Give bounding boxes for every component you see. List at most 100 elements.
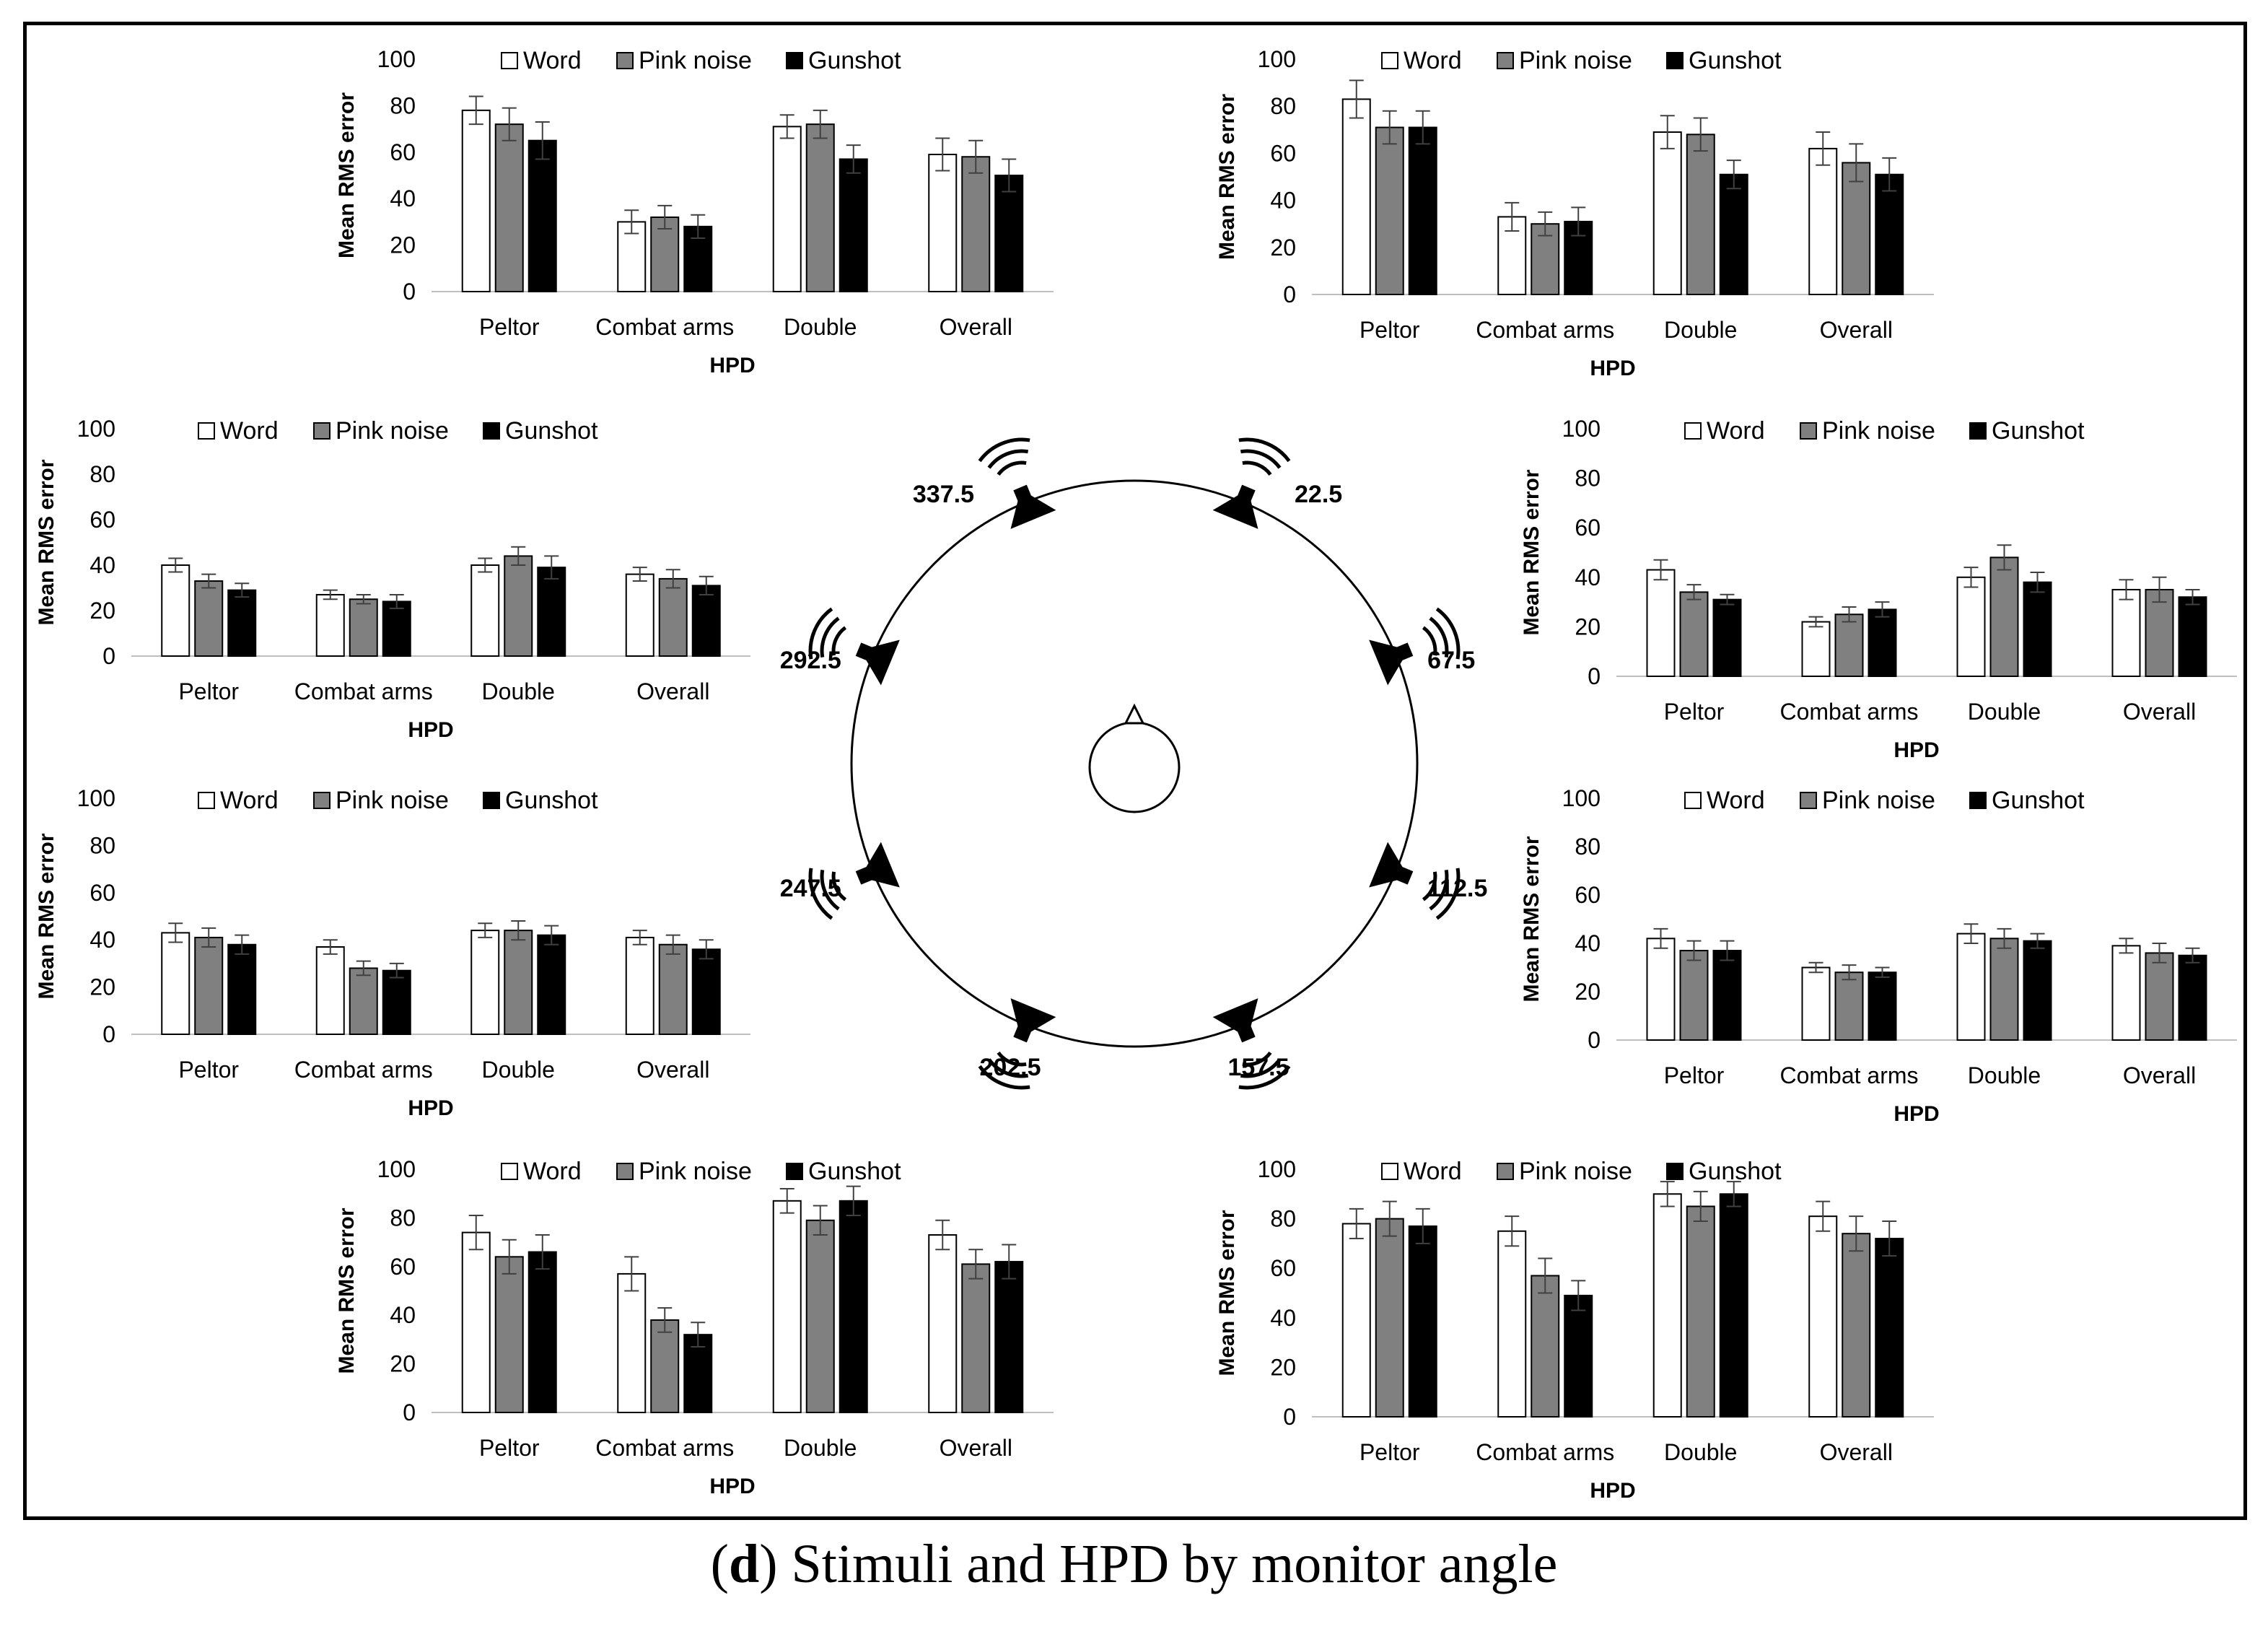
- bar-gunshot: [1408, 1225, 1437, 1418]
- bar-gunshot: [691, 585, 721, 657]
- y-tick-label: 20: [1575, 979, 1601, 1005]
- y-tick-label: 60: [1575, 515, 1601, 541]
- y-axis-title: Mean RMS error: [35, 459, 58, 625]
- bar-gunshot: [1564, 1294, 1593, 1418]
- bar-gunshot: [2178, 596, 2207, 677]
- speaker-icon: [808, 607, 900, 686]
- error-bar: [1382, 110, 1397, 145]
- bar-pink-noise: [1679, 950, 1709, 1041]
- y-tick-label: 40: [1270, 188, 1296, 214]
- legend-swatch: [1666, 52, 1684, 69]
- y-tick-label: 20: [89, 974, 115, 1000]
- error-bar: [1693, 117, 1708, 152]
- error-bar: [1686, 584, 1702, 600]
- x-axis-title: HPD: [1590, 357, 1635, 380]
- y-axis-title: Mean RMS error: [1520, 836, 1544, 1002]
- bar-gunshot: [683, 1334, 713, 1414]
- angle-label: 337.5: [913, 481, 974, 508]
- legend-swatch: [483, 792, 500, 809]
- y-tick-label: 60: [390, 1254, 416, 1280]
- bar-pink-noise: [805, 1219, 835, 1414]
- angle-label: 157.5: [1227, 1054, 1289, 1081]
- bar-pink-noise: [961, 1263, 991, 1414]
- error-bar: [356, 593, 371, 605]
- error-bar: [1997, 927, 2012, 949]
- x-tick-label: Overall: [1820, 1439, 1893, 1465]
- bar-pink-noise: [1989, 938, 2019, 1041]
- legend-swatch: [1684, 422, 1702, 440]
- error-bar: [1882, 1220, 1897, 1257]
- angle-label: 202.5: [979, 1054, 1041, 1081]
- speaker-icon: [1369, 607, 1461, 686]
- bar-word: [161, 932, 191, 1036]
- error-bar: [1571, 206, 1586, 237]
- legend-swatch: [313, 422, 330, 440]
- chart-337-5: 0 20 40 60 80 100 Mean RMS error Peltor Combat a…: [335, 46, 1054, 377]
- y-tick-label: 60: [89, 507, 115, 533]
- y-tick-label: 100: [1562, 416, 1601, 442]
- chart-22-5: 0 20 40 60 80 100 Mean RMS error Peltor Combat a…: [1215, 46, 1934, 380]
- bar-word: [1801, 966, 1831, 1041]
- error-bar: [1538, 1257, 1553, 1294]
- bar-word: [461, 109, 491, 292]
- x-tick-label: Peltor: [1664, 1062, 1725, 1088]
- error-bar: [1505, 201, 1520, 232]
- x-tick-label: Peltor: [479, 1435, 540, 1461]
- y-tick-label: 40: [390, 185, 416, 211]
- bar-word: [1652, 131, 1682, 295]
- error-bar: [201, 927, 216, 948]
- legend-label: Word: [1404, 47, 1462, 74]
- y-tick-label: 100: [377, 46, 416, 72]
- bar-word: [1808, 1215, 1838, 1418]
- legend-label: Gunshot: [1689, 1158, 1782, 1185]
- error-bar: [1571, 1280, 1586, 1311]
- error-bar: [1997, 544, 2012, 571]
- x-tick-label: Combat arms: [294, 678, 433, 704]
- error-bar: [1808, 616, 1823, 628]
- error-bar: [1660, 1181, 1675, 1207]
- bar-gunshot: [1712, 598, 1742, 677]
- x-tick-label: Combat arms: [1779, 1062, 1918, 1088]
- y-tick-label: 0: [1588, 1027, 1601, 1053]
- x-tick-label: Peltor: [1664, 699, 1725, 725]
- y-tick-label: 100: [1562, 785, 1601, 811]
- chart-112-5: 0 20 40 60 80 100 Mean RMS error Peltor Combat a…: [1520, 785, 2237, 1126]
- legend-swatch: [616, 1163, 634, 1180]
- legend-label: Gunshot: [1689, 47, 1782, 74]
- legend-label: Word: [1404, 1158, 1462, 1185]
- legend-label: Pink noise: [639, 1158, 752, 1185]
- bar-gunshot: [537, 934, 566, 1036]
- bar-gunshot: [1875, 173, 1904, 295]
- legend-swatch: [1666, 1163, 1684, 1180]
- legend: Word Pink noise Gunshot: [501, 47, 901, 74]
- error-bar: [624, 209, 639, 235]
- y-tick-label: 80: [1575, 834, 1601, 860]
- speaker-ring: [850, 479, 1419, 1048]
- legend-swatch: [1381, 1163, 1398, 1180]
- x-tick-label: Overall: [940, 1435, 1012, 1461]
- monitor-angle-diagram: 337.5 22.5 67.5 112.5 157.5 202.5 247.5 292.5: [780, 437, 1487, 1090]
- x-tick-label: Combat arms: [1779, 699, 1918, 725]
- y-tick-label: 100: [77, 785, 115, 811]
- x-tick-label: Combat arms: [595, 314, 734, 340]
- bar-gunshot: [382, 600, 411, 658]
- legend-label: Pink noise: [336, 417, 449, 445]
- legend-swatch: [1497, 1163, 1514, 1180]
- error-bar: [511, 546, 526, 566]
- bar-gunshot: [1408, 126, 1437, 295]
- bar-pink-noise: [650, 1319, 680, 1413]
- chart-202-5: 0 20 40 60 80 100 Mean RMS error Peltor Combat a…: [335, 1156, 1054, 1498]
- bar-word: [617, 1272, 647, 1414]
- x-tick-label: Overall: [2123, 699, 2196, 725]
- y-tick-label: 40: [89, 552, 115, 578]
- bar-word: [625, 573, 654, 657]
- y-tick-label: 100: [377, 1156, 416, 1182]
- y-axis-title: Mean RMS error: [1215, 94, 1239, 260]
- error-bar: [1963, 567, 1979, 588]
- x-tick-label: Combat arms: [1476, 1439, 1614, 1465]
- y-tick-label: 0: [1283, 281, 1296, 307]
- chart-247-5: 0 20 40 60 80 100 Mean RMS error Peltor Combat a…: [35, 785, 750, 1120]
- legend-swatch: [483, 422, 500, 440]
- y-tick-label: 100: [77, 416, 115, 442]
- x-tick-label: Double: [784, 1435, 857, 1461]
